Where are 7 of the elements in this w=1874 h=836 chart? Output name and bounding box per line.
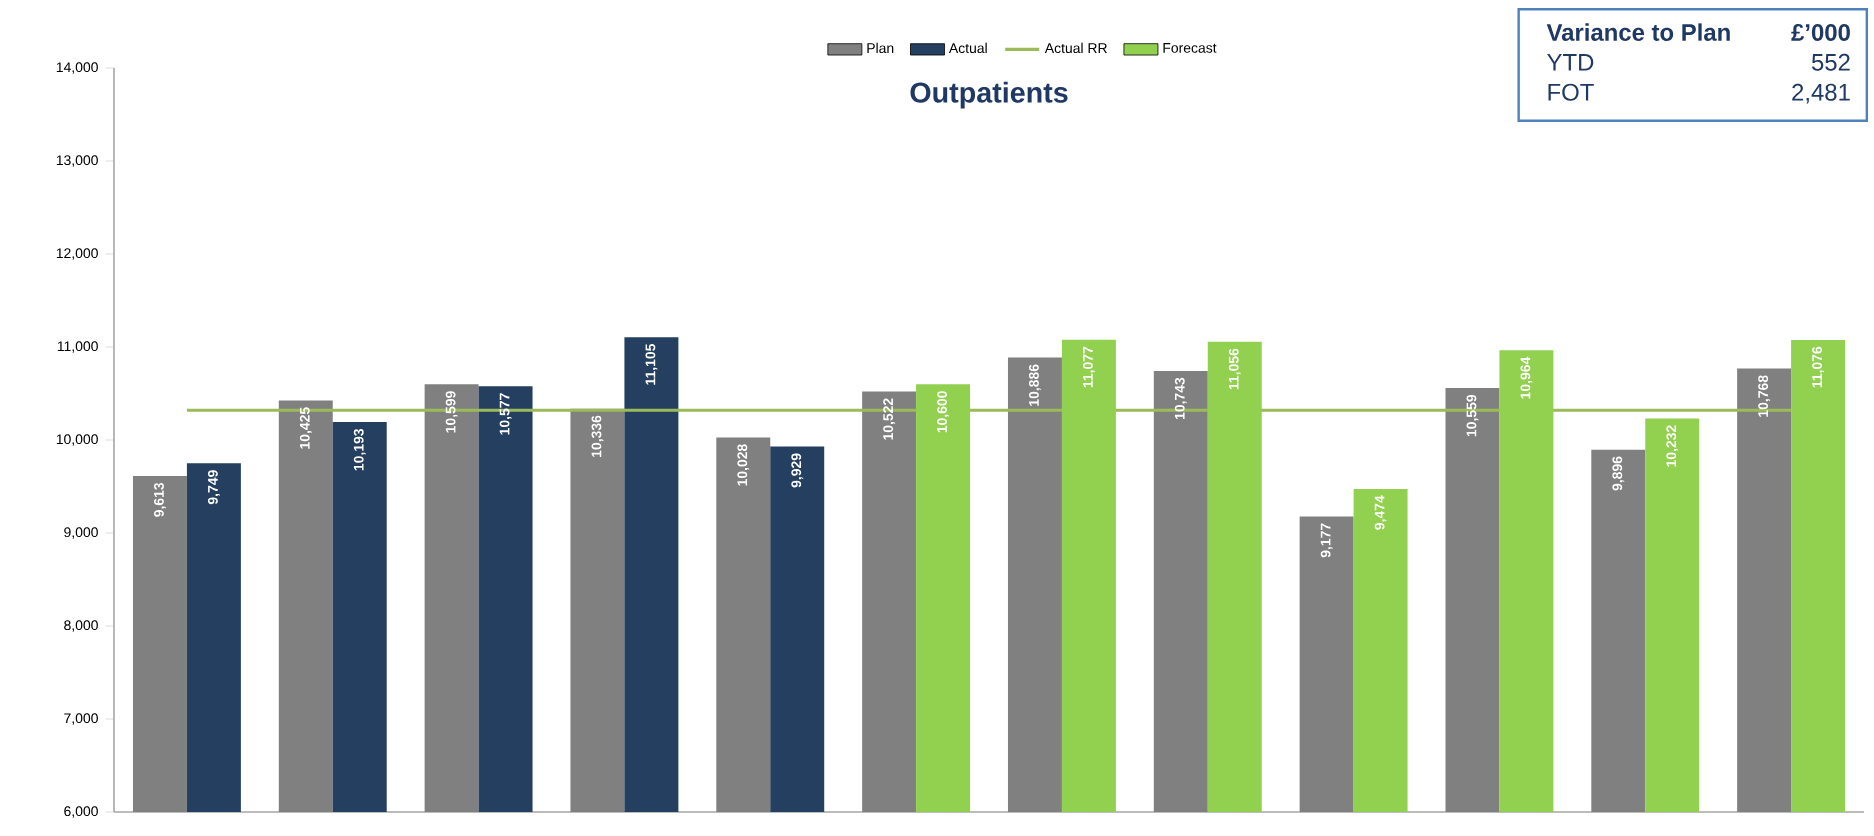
text: £’000 bbox=[1791, 23, 1850, 41]
text: Variance to Plan bbox=[1546, 23, 1730, 41]
annotation: FOT bbox=[1548, 83, 1594, 101]
annotation: 2,481 bbox=[1792, 83, 1850, 104]
chart-title: Outpatients bbox=[910, 81, 1068, 109]
annotation: 552 bbox=[1811, 53, 1850, 71]
annotation: YTD bbox=[1547, 54, 1594, 71]
